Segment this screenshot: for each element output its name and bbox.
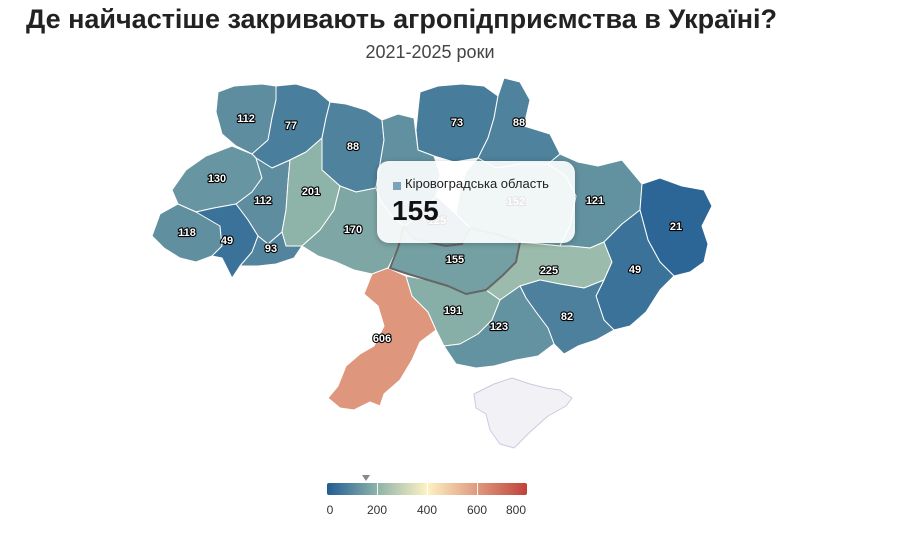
legend-tick-label: 800 <box>505 503 527 517</box>
region-value-label: 170 <box>344 224 362 236</box>
region-value-label: 130 <box>208 173 226 185</box>
region-value-label: 77 <box>285 120 297 132</box>
tooltip-color-swatch <box>393 182 401 190</box>
region-value-label: 118 <box>178 227 196 239</box>
legend-value-marker <box>361 475 370 481</box>
region-value-label: 112 <box>237 113 255 125</box>
region-kirovohradska[interactable] <box>389 225 521 295</box>
legend-tick-label: 400 <box>416 503 438 517</box>
page-subtitle: 2021-2025 роки <box>365 42 495 62</box>
region-value-label: 191 <box>444 305 462 317</box>
region-value-label: 49 <box>221 235 233 247</box>
region-value-label: 93 <box>265 243 277 255</box>
page-title: Де найчастіше закривають агропідприємств… <box>26 4 778 34</box>
region-value-label: 88 <box>513 117 525 129</box>
region-value-label: 606 <box>373 333 391 345</box>
region-crimea[interactable] <box>473 377 573 449</box>
region-khersonska[interactable] <box>443 285 555 369</box>
region-value-label: 88 <box>347 141 359 153</box>
region-chernivetska[interactable] <box>239 231 303 267</box>
region-value-label: 73 <box>451 117 463 129</box>
region-tooltip: Кіровоградська область 155 <box>377 161 575 243</box>
legend-divider <box>477 483 478 495</box>
region-value-label: 201 <box>302 186 320 198</box>
legend-tick-label: 0 <box>326 503 334 517</box>
legend-divider <box>427 483 428 495</box>
region-value-label: 123 <box>490 321 508 333</box>
legend-divider <box>377 483 378 495</box>
legend-tick-label: 200 <box>366 503 388 517</box>
tooltip-value: 155 <box>392 195 439 226</box>
region-value-label: 112 <box>254 195 272 207</box>
tooltip-region-name: Кіровоградська область <box>405 176 549 191</box>
region-value-label: 21 <box>670 221 682 233</box>
region-value-label: 82 <box>561 311 573 323</box>
region-value-label: 49 <box>629 264 641 276</box>
region-value-label: 121 <box>586 195 604 207</box>
legend-tick-label: 600 <box>466 503 488 517</box>
region-value-label: 155 <box>446 254 464 266</box>
region-value-label: 225 <box>540 265 558 277</box>
